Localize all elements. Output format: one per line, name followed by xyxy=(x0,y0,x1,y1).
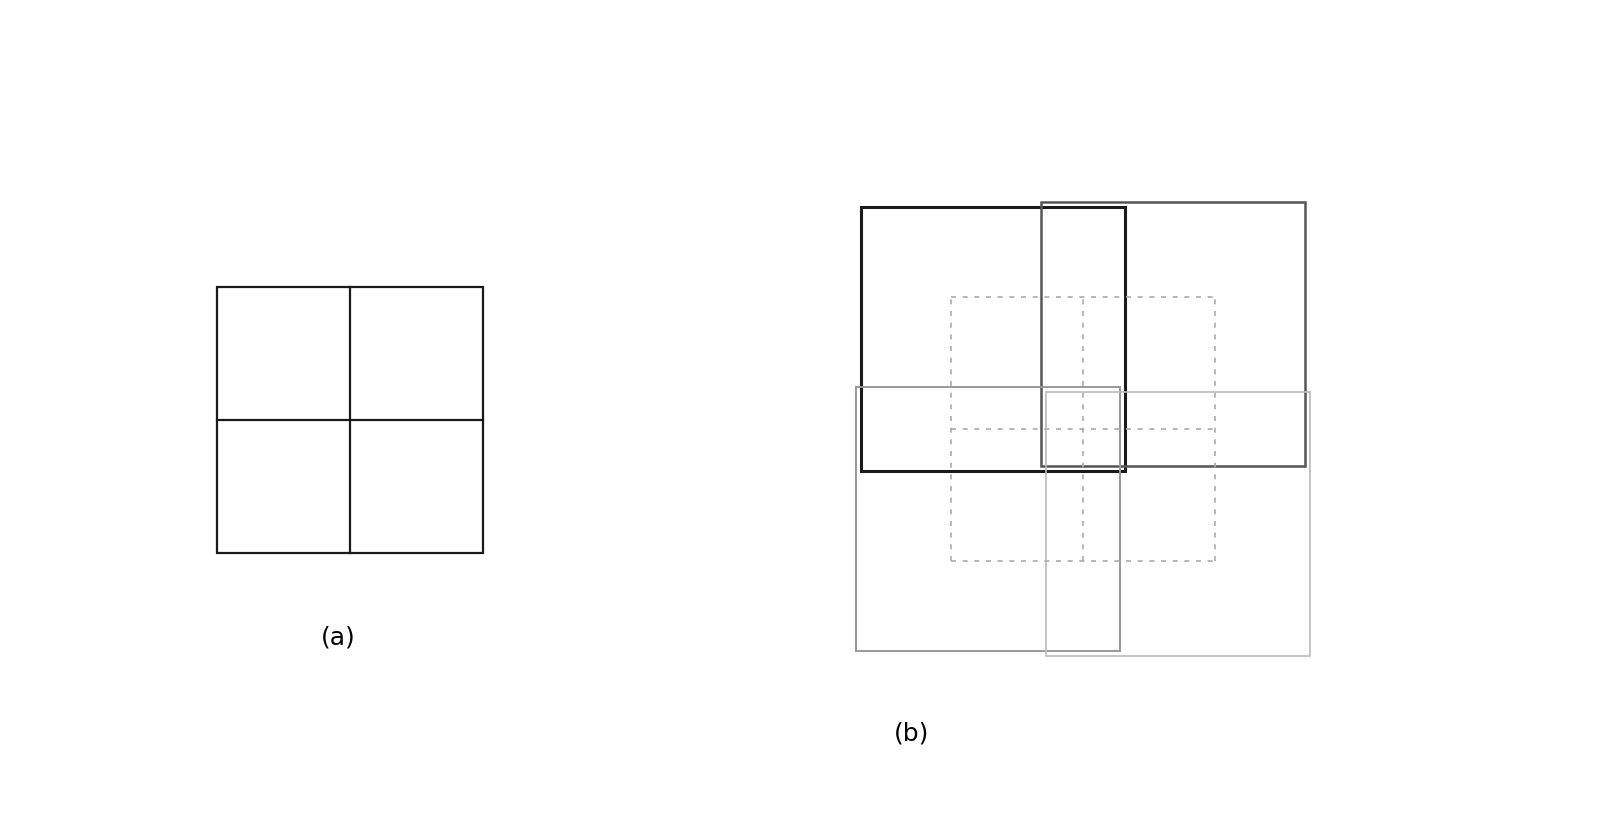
Text: (a): (a) xyxy=(320,625,356,649)
Bar xyxy=(217,287,483,553)
Text: (b): (b) xyxy=(894,721,929,745)
Bar xyxy=(855,386,1121,651)
Bar xyxy=(1040,202,1306,466)
Bar xyxy=(861,207,1125,471)
Bar xyxy=(1046,392,1311,656)
